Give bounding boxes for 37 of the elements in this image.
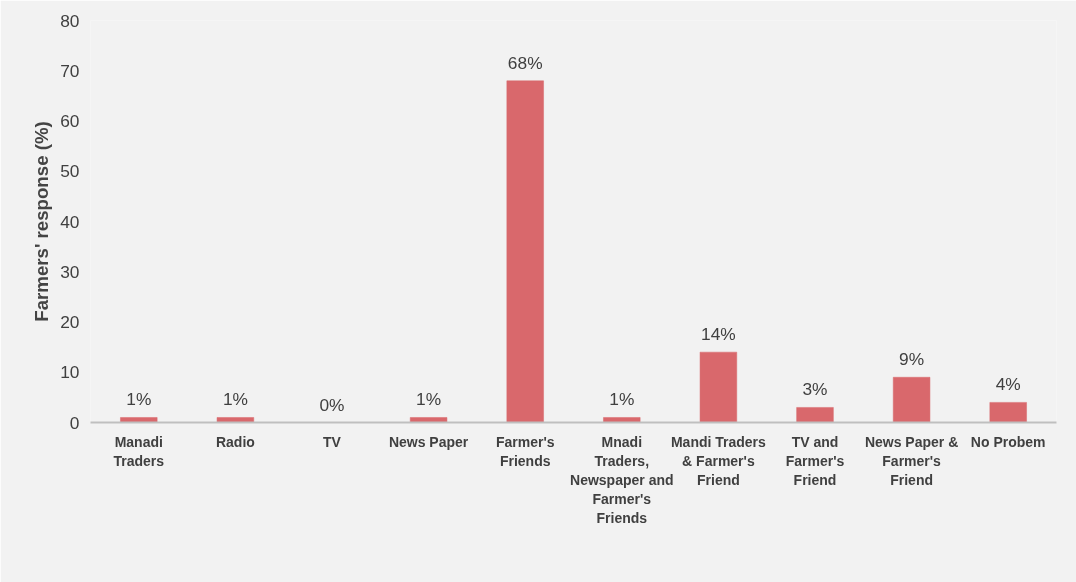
y-tick-label: 80	[60, 10, 80, 31]
bar	[603, 417, 641, 423]
x-tick-label: News Paper	[388, 433, 469, 450]
data-label: 1%	[126, 389, 152, 410]
bar	[120, 417, 158, 423]
bar	[796, 407, 834, 423]
y-tick-label: 20	[60, 312, 80, 332]
data-label: 1%	[416, 389, 442, 410]
y-tick-label: 70	[60, 60, 80, 81]
x-tick-label: Farmer's Friends	[495, 433, 555, 469]
bar	[989, 402, 1027, 423]
y-tick-label: 0	[69, 412, 80, 433]
y-tick-label: 40	[60, 211, 80, 232]
data-label: 4%	[995, 374, 1021, 395]
y-tick-label: 30	[60, 261, 80, 282]
x-tick-label: Radio	[215, 433, 255, 450]
x-tick-label: No Probem	[970, 433, 1046, 450]
data-label: 1%	[609, 389, 635, 410]
bar	[506, 80, 544, 423]
data-label: 3%	[802, 379, 828, 400]
x-tick-label: TV	[323, 433, 342, 450]
data-label: 14%	[701, 324, 736, 345]
bar	[699, 351, 737, 423]
data-label: 1%	[222, 389, 248, 410]
bar	[410, 417, 448, 423]
x-tick-label: Manadi Traders	[113, 433, 165, 469]
data-label: 0%	[319, 394, 345, 415]
x-tick-label: TV and Farmer's Friend	[785, 433, 845, 488]
bar	[216, 417, 254, 423]
y-tick-label: 10	[60, 362, 80, 383]
y-tick-label: 60	[60, 111, 80, 131]
x-tick-label: News Paper & Farmer's Friend	[864, 433, 959, 488]
y-axis-title: Farmers' response (%)	[31, 121, 53, 322]
data-label: 9%	[899, 349, 925, 370]
y-tick-label: 50	[60, 161, 80, 182]
bar	[893, 377, 931, 423]
data-label: 68%	[507, 52, 543, 73]
